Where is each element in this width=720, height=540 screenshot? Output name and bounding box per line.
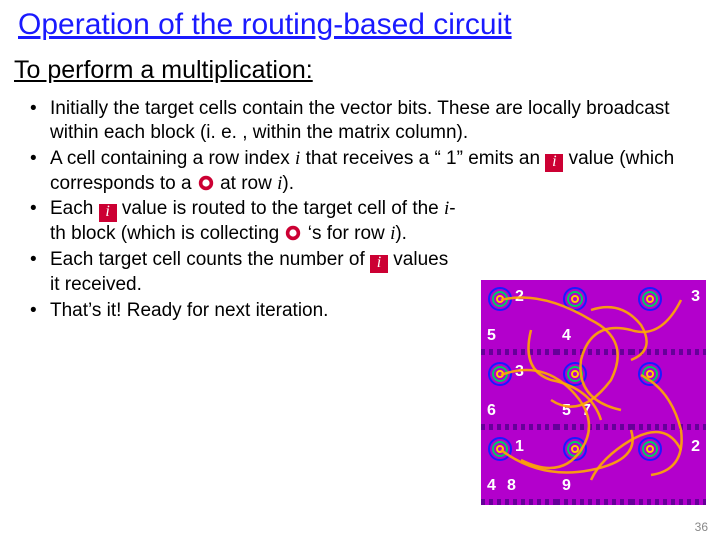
routing-diagram: 2914857363425	[481, 280, 706, 505]
slide-subtitle: To perform a multiplication:	[0, 46, 720, 93]
cell-bottom-number: 9	[562, 477, 571, 495]
diagram-cell: 9	[556, 430, 631, 505]
target-icon	[562, 361, 588, 387]
cell-bottom-number: 6	[487, 402, 496, 420]
diagram-cell	[631, 355, 706, 430]
cell-bottom-number-2: 7	[582, 402, 591, 420]
b3a: Each	[50, 198, 99, 219]
i-box-icon: i	[99, 204, 117, 222]
bullet-3: Each i value is routed to the target cel…	[30, 197, 702, 246]
diagram-cell: 57	[556, 355, 631, 430]
diagram-cell: 1 48	[481, 430, 556, 505]
cell-bottom-number: 4	[487, 477, 496, 495]
target-icon	[637, 361, 663, 387]
i-box-icon: i	[545, 154, 563, 172]
target-icon	[637, 286, 663, 312]
ring-icon	[284, 224, 302, 242]
diagram-cell: 36	[481, 355, 556, 430]
target-icon	[637, 436, 663, 462]
i-box-icon: i	[370, 255, 388, 273]
target-icon	[487, 361, 513, 387]
cell-bottom-number-2: 8	[507, 477, 516, 495]
b2a: A cell containing a row index	[50, 148, 295, 169]
target-icon	[562, 286, 588, 312]
cell-top-number: 2	[691, 438, 700, 456]
bullet-1-text: Initially the target cells contain the v…	[50, 98, 670, 143]
b5a: That’s it! Ready for next iteration.	[50, 300, 328, 321]
b2d: at row	[215, 173, 277, 194]
cell-bottom-number: 4	[562, 327, 571, 345]
b3b: value is routed to the target cell of th…	[117, 198, 444, 219]
b4a: Each target cell counts the number of	[50, 249, 370, 270]
cell-top-number: 2	[515, 288, 524, 306]
bullet-1: Initially the target cells contain the v…	[30, 97, 702, 145]
target-icon	[487, 286, 513, 312]
ring-icon	[197, 174, 215, 192]
cell-top-number: 1	[515, 438, 524, 456]
diagram-cell: 3	[631, 280, 706, 355]
cell-top-number: 3	[691, 288, 700, 306]
b2b: that receives a “ 1” emits an	[300, 148, 545, 169]
page-number: 36	[695, 520, 708, 534]
b3d: ‘s for row	[302, 223, 390, 244]
cell-bottom-number: 5	[487, 327, 496, 345]
bullet-2: A cell containing a row index i that rec…	[30, 147, 702, 196]
diagram-cell: 4	[556, 280, 631, 355]
cell-bottom-number: 5	[562, 402, 571, 420]
target-icon	[562, 436, 588, 462]
b3e: ).	[395, 223, 407, 244]
b2e: ).	[282, 173, 294, 194]
target-icon	[487, 436, 513, 462]
diagram-cell: 25	[481, 280, 556, 355]
slide-title: Operation of the routing-based circuit	[0, 0, 720, 46]
diagram-cell: 2	[631, 430, 706, 505]
cell-top-number: 3	[515, 363, 524, 381]
